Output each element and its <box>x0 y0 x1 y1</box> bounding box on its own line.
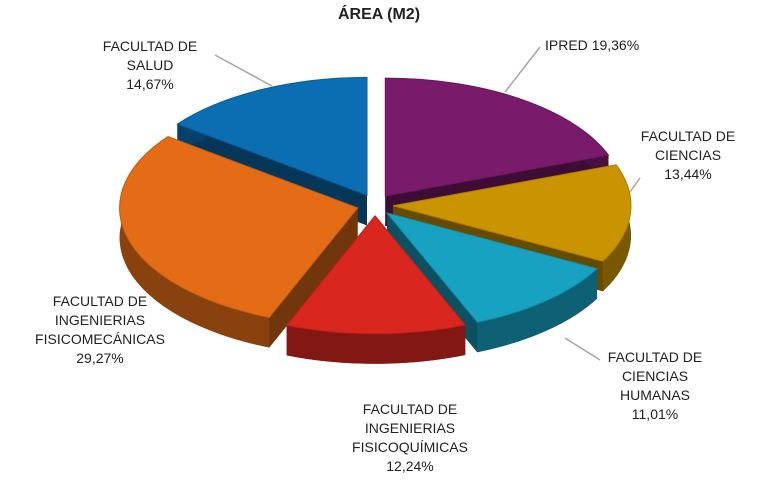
chart-title: ÁREA (M2) <box>337 6 421 23</box>
value-label: 14,67% <box>126 76 174 92</box>
category-label: FACULTAD DE INGENIERIAS FISICOQUÍMICAS <box>352 401 468 455</box>
slice-label: FACULTAD DE CIENCIAS HUMANAS 11,01% <box>590 348 720 424</box>
slice <box>285 215 467 335</box>
slice-rim <box>286 324 466 364</box>
slice-label: IPRED 19,36% <box>545 36 745 55</box>
leader-line <box>564 337 601 361</box>
slice-rim <box>119 136 270 348</box>
slice-wall <box>269 207 358 348</box>
value-label: 11,01% <box>631 406 679 422</box>
category-label: FACULTAD DE SALUD <box>102 38 198 73</box>
slice-rim <box>477 268 598 353</box>
leader-line <box>504 46 541 93</box>
leader-line <box>214 54 273 87</box>
category-label: FACULTAD DE CIENCIAS HUMANAS <box>607 349 703 403</box>
slice <box>385 212 599 323</box>
category-label: IPRED <box>545 37 588 53</box>
slice-label: FACULTAD DE INGENIERIAS FISICOQUÍMICAS 1… <box>335 400 485 476</box>
slice-label: FACULTAD DE INGENIERIAS FISICOMECÁNICAS … <box>10 292 190 368</box>
value-label: 13,44% <box>664 166 712 182</box>
value-label: 29,27% <box>76 350 124 366</box>
category-label: FACULTAD DE CIENCIAS <box>640 128 736 163</box>
leader-line <box>629 177 641 193</box>
value-label: 19,36% <box>591 37 640 53</box>
slice <box>384 77 610 197</box>
category-label: FACULTAD DE INGENIERIAS FISICOMECÁNICAS <box>35 293 165 347</box>
slice-label: FACULTAD DE SALUD 14,67% <box>85 37 215 94</box>
slice <box>392 164 632 262</box>
value-label: 12,24% <box>386 458 434 474</box>
slice-label: FACULTAD DE CIENCIAS 13,44% <box>628 127 748 184</box>
slice <box>176 76 368 197</box>
slice <box>119 136 359 318</box>
